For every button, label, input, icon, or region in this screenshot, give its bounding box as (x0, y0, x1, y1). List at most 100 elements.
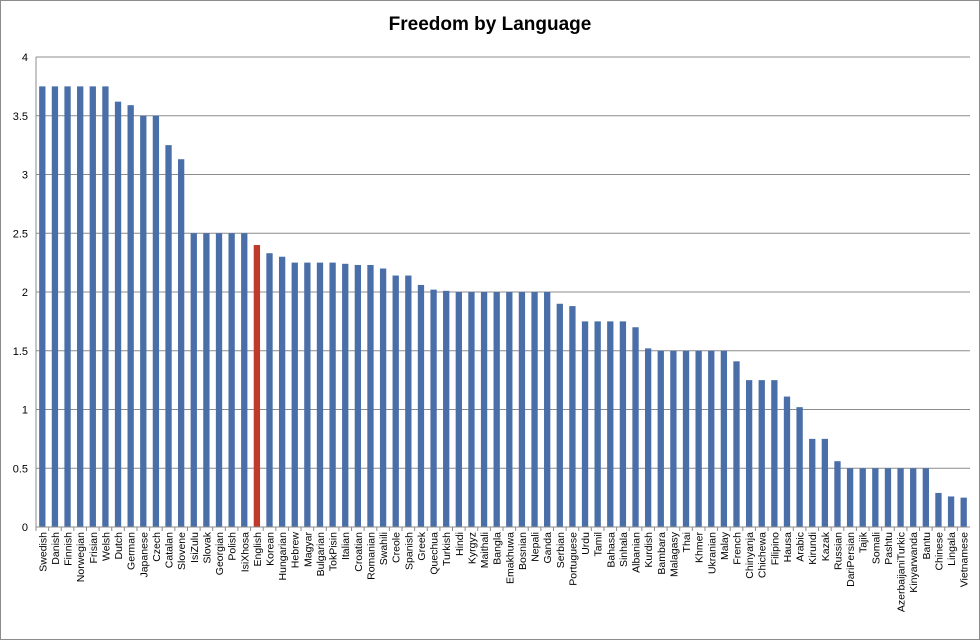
y-axis-ticks: 0 0.5 1 1.5 2 2.5 3 3.5 4 (13, 52, 28, 534)
bar-tokpisin (329, 262, 336, 527)
x-tick-label-chichewa: Chichewa (757, 532, 769, 578)
x-tick-label-isizulu: IsiZulu (189, 532, 201, 563)
x-tick-label-danish: Danish (50, 532, 62, 565)
bar-tamil (594, 321, 601, 527)
x-tick-label-german: German (126, 532, 138, 570)
x-tick-label-slovene: Slovene (176, 532, 188, 570)
x-tick-label-chinyanja: Chinyanja (744, 532, 756, 579)
bar-lingala (947, 496, 955, 527)
x-tick-label-bosnian: Bosnian (517, 532, 529, 570)
x-tick-label-bambara: Bambara (656, 532, 668, 575)
bar-swahili (379, 268, 387, 527)
bar-korean (266, 253, 273, 527)
bar-chichewa (758, 380, 765, 527)
x-tick-label-khmer: Khmer (694, 532, 706, 563)
chart-title: Freedom by Language (388, 14, 592, 35)
x-tick-label-french: French (732, 532, 744, 565)
x-tick-label-creole: Creole (391, 532, 403, 563)
x-tick-label-emakhuwa: Emakhuwa (504, 532, 516, 584)
x-tick-label-thai: Thai (681, 532, 693, 552)
x-tick-label-kinyarwanda: Kinyarwanda (908, 532, 920, 593)
bar-czech (152, 115, 160, 527)
x-tick-label-somali: Somali (870, 532, 882, 564)
bar-emakhuwa (506, 292, 513, 527)
y-tick-label-0: 0 (22, 522, 28, 534)
bar-bangla (493, 292, 500, 527)
x-tick-label-tamil: Tamil (593, 532, 605, 557)
x-tick-label-chinese: Chinese (933, 532, 945, 571)
bar-hebrew (291, 262, 298, 527)
bar-bahasa (607, 321, 614, 527)
y-tick-label-6: 3 (22, 170, 28, 182)
x-tick-label-slovak: Slovak (201, 531, 213, 563)
bar-danish (51, 86, 59, 527)
bar-french (733, 361, 740, 527)
bar-frisian (89, 86, 96, 527)
x-tick-label-quechua: Quechua (429, 532, 441, 575)
x-tick-label-catalan: Catalan (164, 532, 176, 568)
x-tick-label-croatian: Croatian (353, 532, 365, 572)
y-tick-label-1: 0.5 (13, 463, 28, 475)
x-tick-label-arabic: Arabic (795, 532, 807, 562)
x-tick-label-isixhosa: IsiXhosa (239, 532, 251, 572)
bar-kurdish (644, 348, 652, 527)
x-tick-label-maithali: Maithali (479, 532, 491, 568)
x-tick-label-romanian: Romanian (365, 532, 377, 580)
x-tick-label-malay: Malay (719, 531, 731, 560)
bar-maithali (480, 292, 488, 527)
x-tick-label-sinhala: Sinhala (618, 532, 630, 567)
x-tick-label-tokpisin: TokPisin (328, 532, 340, 571)
bar-bosnian (518, 292, 526, 527)
bar-hungarian (278, 256, 286, 527)
x-tick-label-ganda: Ganda (542, 532, 554, 564)
bar-croatian (354, 264, 362, 527)
x-tick-label-daripersian: DariPersian (845, 532, 857, 587)
x-tick-label-japanese: Japanese (138, 532, 150, 578)
x-tick-label-ukranian: Ukranian (706, 532, 718, 574)
bar-kirundi (809, 438, 816, 527)
x-tick-label-georgian: Georgian (214, 532, 226, 575)
x-tick-label-kirundi: Kirundi (807, 532, 819, 565)
bar-creole (392, 275, 399, 527)
x-tick-label-vietnamese: Vietnamese (959, 532, 971, 587)
bar-romanian (367, 264, 374, 527)
bar-chinyanja (745, 380, 753, 527)
bar-malagasy (670, 350, 677, 527)
x-tick-label-tajik: Tajik (858, 531, 870, 553)
axes (35, 57, 970, 531)
bar-vietnamese (960, 497, 967, 527)
bar-slovene (177, 159, 185, 527)
x-tick-label-italian: Italian (340, 532, 352, 560)
x-tick-label-welsh: Welsh (100, 532, 112, 561)
y-tick-label-7: 3.5 (13, 111, 28, 123)
x-tick-label-azerbaijaniturkic: AzerbaijaniTurkic (896, 532, 908, 612)
bar-daripersian (846, 468, 854, 527)
bar-welsh (102, 86, 109, 527)
gridlines (36, 56, 970, 528)
bar-ukranian (708, 350, 715, 527)
x-tick-label-bahasa: Bahasa (605, 532, 617, 568)
x-tick-label-swahili: Swahili (378, 532, 390, 565)
x-tick-label-kyrgyz: Kyrgyz (466, 532, 478, 564)
x-tick-label-urdu: Urdu (580, 532, 592, 555)
x-tick-label-filipino: Filipino (769, 532, 781, 565)
x-tick-label-norwegian: Norwegian (75, 532, 87, 582)
bar-urdu (581, 321, 589, 527)
bar-pashtu (884, 468, 892, 527)
x-tick-label-dutch: Dutch (113, 532, 125, 560)
x-tick-label-hebrew: Hebrew (290, 532, 302, 569)
bar-nepali (531, 292, 538, 527)
x-tick-label-pashtu: Pashtu (883, 532, 895, 565)
y-tick-label-8: 4 (22, 52, 28, 64)
x-tick-label-magyar: Magyar (302, 532, 314, 568)
bar-portuguese (569, 306, 576, 527)
bar-dutch (114, 101, 122, 528)
x-tick-label-bantu: Bantu (921, 532, 933, 560)
y-tick-label-3: 1.5 (13, 346, 28, 358)
bar-isixhosa (241, 233, 248, 527)
bar-finnish (64, 86, 71, 527)
x-tick-label-bangla: Bangla (492, 532, 504, 565)
bar-kazak (821, 438, 829, 527)
x-tick-label-kazak: Kazak (820, 531, 832, 561)
